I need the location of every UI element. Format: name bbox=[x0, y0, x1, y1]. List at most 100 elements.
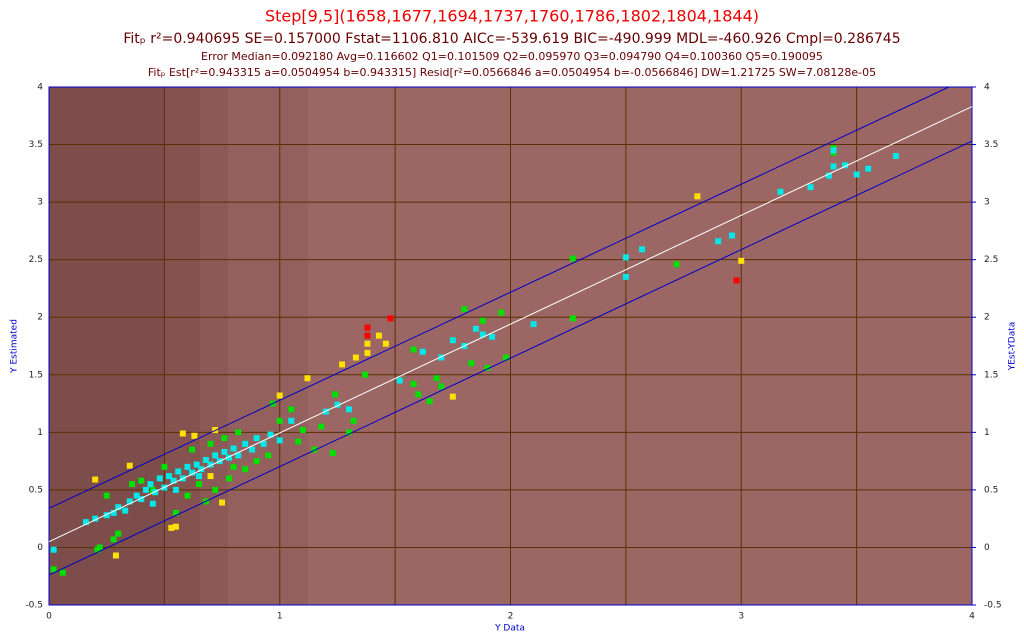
data-point bbox=[242, 466, 249, 473]
data-point bbox=[433, 375, 440, 382]
data-point bbox=[110, 509, 117, 516]
data-point bbox=[170, 477, 177, 484]
data-point bbox=[126, 498, 133, 505]
y2-tick-label: 0 bbox=[984, 543, 990, 553]
data-point bbox=[853, 171, 860, 178]
data-point bbox=[133, 492, 140, 499]
fit-line bbox=[48, 106, 973, 543]
data-point bbox=[479, 317, 486, 324]
data-point bbox=[138, 477, 145, 484]
x-tick-label: 3 bbox=[738, 612, 744, 622]
y-tick-label: 1 bbox=[37, 428, 43, 438]
data-point bbox=[59, 569, 66, 576]
y-tick-label: 2.5 bbox=[29, 255, 43, 265]
data-point bbox=[311, 446, 318, 453]
data-point bbox=[304, 375, 311, 382]
data-point bbox=[276, 437, 283, 444]
data-point bbox=[50, 546, 57, 553]
data-point bbox=[438, 383, 445, 390]
subtitle: Fitₚ r²=0.940695 SE=0.157000 Fstat=1106.… bbox=[123, 31, 900, 47]
data-point bbox=[138, 496, 145, 503]
x-axis-title: Y Data bbox=[494, 624, 525, 634]
data-point bbox=[276, 392, 283, 399]
data-point bbox=[892, 153, 899, 160]
x-tick-label: 4 bbox=[969, 612, 975, 622]
x-tick-label: 2 bbox=[508, 612, 514, 622]
data-point bbox=[198, 466, 205, 473]
y2-axis-title: YEst-YData bbox=[1008, 322, 1018, 372]
data-point bbox=[175, 468, 182, 475]
data-point bbox=[569, 255, 576, 262]
data-point bbox=[184, 463, 191, 470]
data-point bbox=[569, 315, 576, 322]
data-point bbox=[115, 504, 122, 511]
y-tick-label: 4 bbox=[37, 83, 43, 93]
y2-tick-label: 4 bbox=[984, 83, 990, 93]
data-point bbox=[498, 309, 505, 316]
data-point bbox=[96, 544, 103, 551]
data-point bbox=[142, 486, 149, 493]
data-point bbox=[350, 417, 357, 424]
data-point bbox=[191, 432, 198, 439]
data-point bbox=[738, 257, 745, 264]
data-point bbox=[830, 147, 837, 154]
data-point bbox=[639, 246, 646, 253]
data-point bbox=[295, 438, 302, 445]
fit-line bbox=[48, 140, 973, 576]
data-point bbox=[115, 530, 122, 537]
data-point bbox=[225, 454, 232, 461]
data-point bbox=[219, 499, 226, 506]
data-point bbox=[387, 315, 394, 322]
data-point bbox=[345, 406, 352, 413]
data-point bbox=[484, 364, 491, 371]
data-point bbox=[479, 331, 486, 338]
data-point bbox=[212, 486, 219, 493]
data-point bbox=[530, 321, 537, 328]
data-point bbox=[110, 536, 117, 543]
data-point bbox=[396, 377, 403, 384]
y2-tick-label: 1 bbox=[984, 428, 990, 438]
data-point bbox=[288, 417, 295, 424]
data-point bbox=[865, 165, 872, 172]
data-point bbox=[103, 512, 110, 519]
data-point bbox=[267, 431, 274, 438]
data-point bbox=[673, 261, 680, 268]
data-point bbox=[92, 515, 99, 522]
data-point bbox=[622, 254, 629, 261]
x-tick-label: 1 bbox=[277, 612, 283, 622]
data-point bbox=[339, 361, 346, 368]
density-band bbox=[228, 87, 308, 605]
data-point bbox=[715, 238, 722, 245]
data-point bbox=[502, 354, 509, 361]
y-tick-label: 3 bbox=[37, 198, 43, 208]
data-point bbox=[82, 519, 89, 526]
y-tick-label: 0.5 bbox=[29, 485, 43, 495]
chart-title: Step[9,5](1658,1677,1694,1737,1760,1786,… bbox=[265, 7, 759, 26]
data-point bbox=[207, 473, 214, 480]
data-point bbox=[842, 162, 849, 169]
data-point bbox=[179, 430, 186, 437]
data-point bbox=[112, 552, 119, 559]
data-point bbox=[253, 458, 260, 465]
data-point bbox=[318, 423, 325, 430]
density-band bbox=[49, 87, 164, 605]
subtitle: Fitₚ Est[r²=0.943315 a=0.0504954 b=0.943… bbox=[148, 66, 876, 79]
data-point bbox=[172, 509, 179, 516]
plot-frame bbox=[48, 86, 973, 606]
data-point bbox=[122, 507, 129, 514]
y2-tick-label: 3 bbox=[984, 198, 990, 208]
data-point bbox=[729, 232, 736, 239]
data-point bbox=[193, 461, 200, 468]
data-point bbox=[807, 184, 814, 191]
data-point bbox=[415, 391, 422, 398]
data-point bbox=[733, 277, 740, 284]
data-point bbox=[207, 440, 214, 447]
y-axis-title: Y Estimated bbox=[10, 319, 20, 374]
y-tick-label: 2 bbox=[37, 313, 43, 323]
data-point bbox=[362, 371, 369, 378]
data-point bbox=[622, 273, 629, 280]
density-band bbox=[200, 87, 228, 605]
data-point bbox=[375, 332, 382, 339]
data-point bbox=[225, 475, 232, 482]
